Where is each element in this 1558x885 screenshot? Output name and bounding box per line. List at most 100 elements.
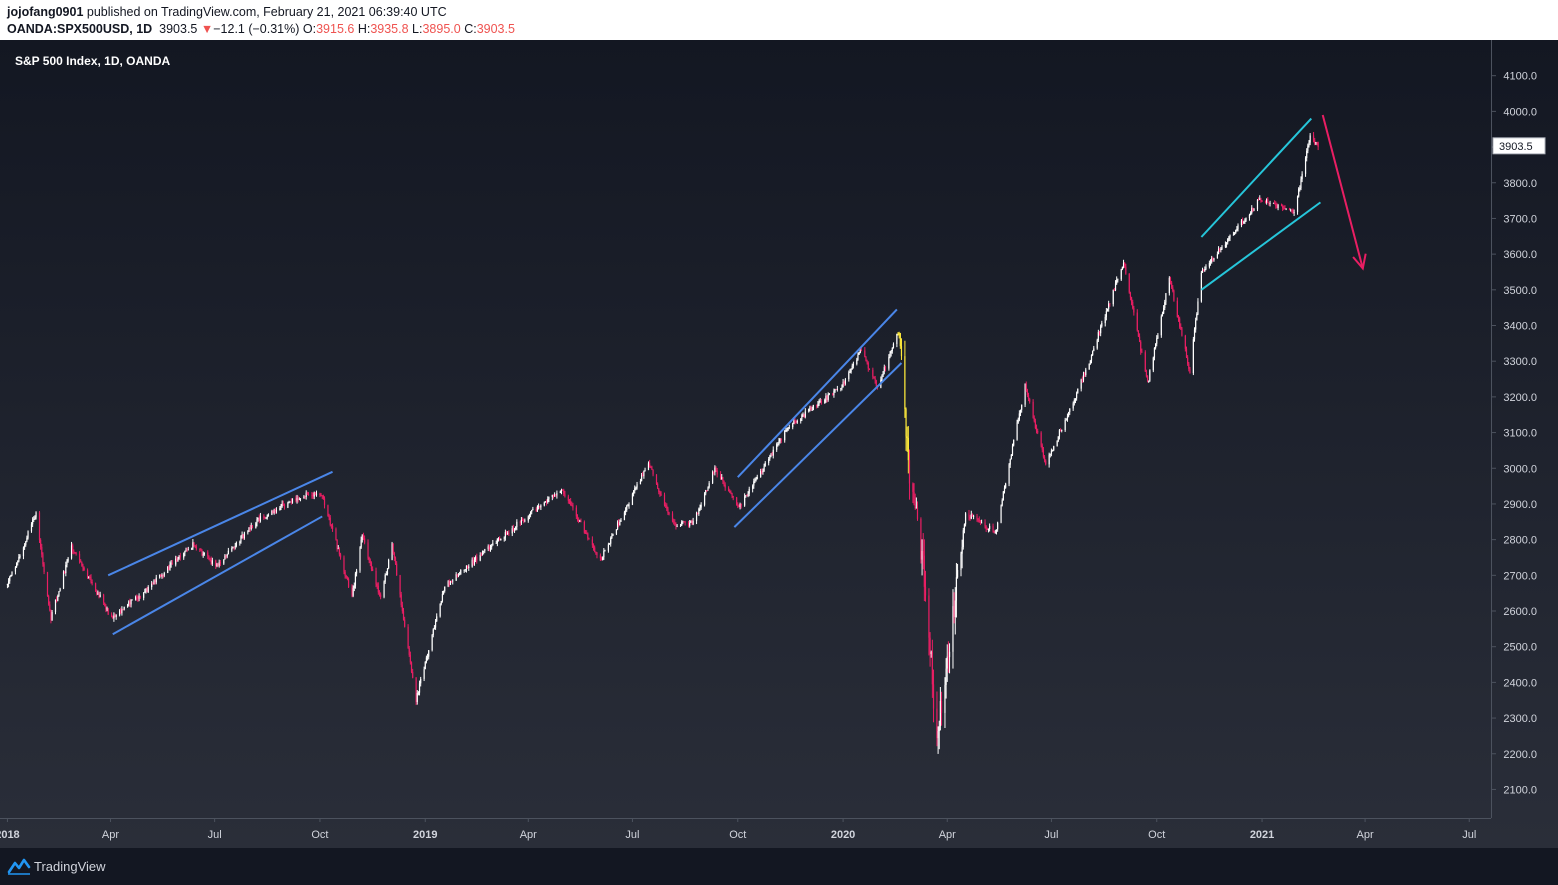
candle-body	[1016, 422, 1018, 440]
candle-body	[562, 489, 564, 491]
candle-body	[70, 545, 73, 559]
price-tick-label: 3100.0	[1503, 428, 1537, 440]
candle-body	[970, 514, 972, 519]
candle-body	[1171, 282, 1173, 288]
channel-lower-trendline[interactable]	[733, 362, 903, 528]
candle-body	[258, 517, 260, 521]
candle-body	[43, 564, 45, 573]
candle-body	[699, 507, 701, 509]
candle-body	[548, 497, 550, 500]
candle-body	[104, 602, 106, 606]
candle-body	[723, 481, 725, 485]
candle-body	[570, 500, 572, 505]
candle-body	[185, 549, 187, 552]
forecast-arrow-line[interactable]	[1321, 114, 1364, 269]
candle-body	[535, 508, 537, 512]
candle-body	[728, 487, 730, 492]
time-tick-label: Apr	[939, 829, 956, 841]
candle-body	[40, 539, 42, 548]
time-tick-label: Oct	[1148, 829, 1165, 841]
candle-body	[360, 539, 362, 548]
candle-body	[66, 561, 68, 565]
candle-body	[402, 611, 405, 620]
candle-body	[635, 487, 637, 489]
candle-body	[200, 549, 202, 551]
candle-body	[1000, 505, 1002, 523]
price-tick-label: 3600.0	[1503, 249, 1537, 261]
candle-body	[641, 474, 643, 481]
candle-body	[768, 458, 770, 463]
candle-body	[211, 560, 213, 564]
candle-body	[488, 546, 490, 550]
candle-body	[529, 511, 532, 515]
channel-lower-trendline[interactable]	[112, 515, 323, 636]
candle-body	[842, 382, 844, 388]
candle-body	[1201, 270, 1204, 273]
candle-body	[105, 605, 107, 610]
candle-body	[930, 651, 932, 655]
candle-body	[153, 580, 155, 585]
candle-body	[1125, 266, 1127, 274]
candle-body	[314, 492, 316, 495]
channel-upper-trendline[interactable]	[107, 470, 333, 577]
candle-body	[592, 545, 595, 548]
candle-body	[657, 483, 659, 489]
candle-body	[936, 708, 938, 739]
candle-body	[78, 553, 81, 561]
candle-body	[671, 513, 674, 522]
candle-body	[97, 593, 99, 595]
wedge-upper-trendline[interactable]	[1200, 117, 1313, 238]
candle-body	[905, 409, 907, 437]
candle-body	[114, 615, 116, 617]
candle-body	[1268, 202, 1270, 204]
candle-body	[599, 555, 602, 559]
channel-upper-trendline[interactable]	[737, 308, 898, 478]
candle-body	[154, 580, 156, 583]
tradingview-logo-icon[interactable]	[7, 857, 31, 875]
candle-body	[785, 429, 787, 431]
price-axis[interactable]: 2100.0 2200.0 2300.0 2400.0 2500.0 2600.0 2700…	[1491, 71, 1537, 797]
candle-body	[495, 543, 497, 544]
candle-body	[764, 462, 766, 467]
candle-body	[761, 471, 763, 473]
candle-body	[572, 505, 574, 508]
time-axis[interactable]: 2018 Apr Jul Oct 2019 Apr Jul Oct 2020 Apr Jul Oct 2…	[0, 818, 1476, 841]
candle-body	[985, 526, 987, 530]
tradingview-brand[interactable]: TradingView	[34, 859, 106, 874]
candle-body	[1209, 262, 1212, 264]
candle-body	[591, 539, 593, 546]
candle-body	[1148, 380, 1150, 382]
candle-body	[867, 362, 869, 369]
forecast-arrow-head[interactable]	[1352, 253, 1367, 271]
chart-area[interactable]: 2100.0 2200.0 2300.0 2400.0 2500.0 2600.0 2700…	[0, 40, 1558, 848]
candle-body	[282, 503, 284, 505]
candle-body	[503, 537, 505, 539]
candle-body	[716, 470, 718, 475]
candle-body	[587, 533, 589, 539]
candle-body	[776, 444, 778, 450]
candle-body	[795, 422, 797, 424]
candle-body	[1034, 421, 1036, 428]
candle-body	[800, 418, 802, 422]
candle-body	[338, 548, 341, 555]
price-tick-label: 2100.0	[1503, 784, 1537, 796]
time-tick-label: Jul	[208, 829, 222, 841]
candle-body	[1266, 198, 1268, 203]
candle-body	[1228, 237, 1230, 239]
candle-body	[705, 490, 707, 494]
candle-body	[559, 491, 561, 493]
candle-body	[339, 554, 342, 558]
candle-body	[658, 488, 660, 492]
candle-body	[91, 582, 93, 584]
price-chart[interactable]: 2100.0 2200.0 2300.0 2400.0 2500.0 2600.0 2700…	[0, 40, 1558, 848]
wedge-lower-trendline[interactable]	[1200, 201, 1322, 291]
candle-body	[833, 390, 835, 396]
candle-body	[714, 467, 716, 473]
candle-body	[752, 485, 754, 489]
candle-body	[698, 508, 700, 514]
candle-body	[18, 556, 20, 562]
candle-body	[362, 534, 365, 539]
publisher-name[interactable]: jojofang0901	[7, 5, 84, 19]
candle-body	[859, 350, 861, 353]
candle-body	[122, 609, 124, 611]
